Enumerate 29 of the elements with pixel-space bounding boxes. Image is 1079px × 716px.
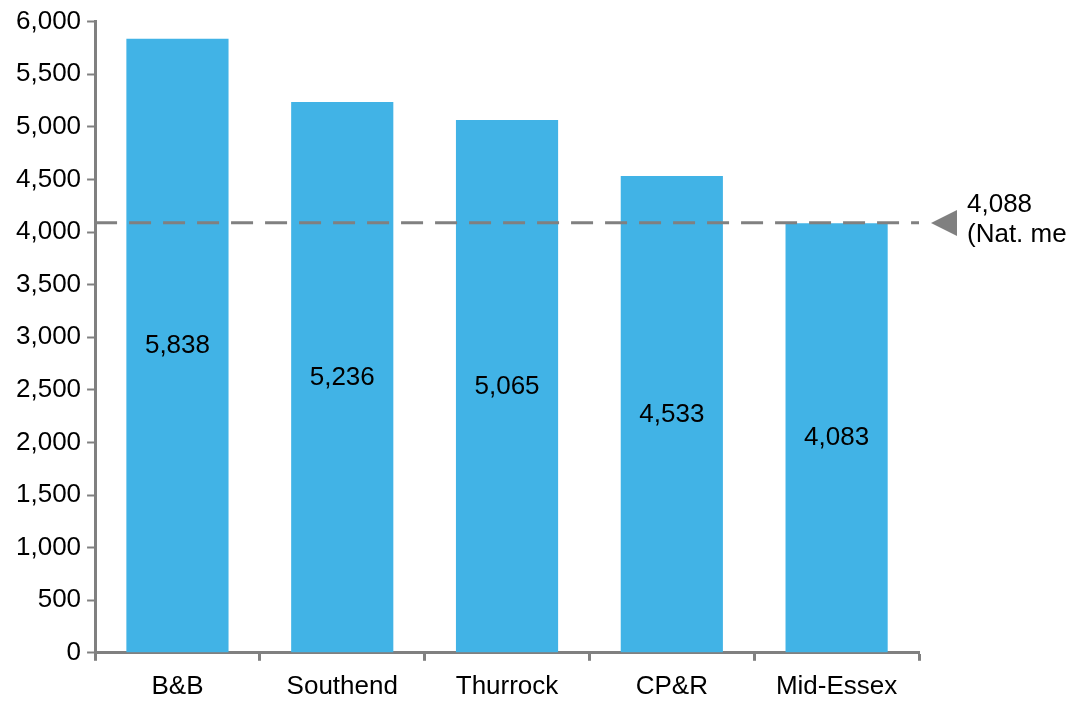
y-tick-label: 500	[37, 583, 82, 614]
y-tick-label: 1,000	[15, 530, 82, 561]
bar	[620, 175, 723, 653]
y-tick-label: 6,000	[15, 4, 82, 35]
x-tick-label: B&B	[151, 669, 204, 700]
x-tick-label: Mid-Essex	[775, 669, 898, 700]
bar	[455, 119, 559, 653]
bar	[785, 223, 888, 653]
bar	[126, 38, 229, 653]
data-label: 4,533	[639, 397, 705, 428]
data-label: 5,236	[309, 360, 375, 391]
bar	[291, 101, 394, 653]
ref-line-label: 4,088 (Nat. me	[967, 187, 1067, 248]
y-tick-label: 0	[66, 635, 82, 666]
y-tick-label: 5,000	[15, 109, 82, 140]
y-tick-label: 2,000	[15, 425, 82, 456]
x-tick-label: Thurrock	[455, 669, 560, 700]
y-tick-label: 4,500	[15, 162, 82, 193]
y-tick-label: 2,500	[15, 372, 82, 403]
data-label: 5,838	[144, 328, 210, 359]
data-label: 5,065	[474, 369, 540, 400]
x-tick-label: Southend	[286, 669, 398, 700]
y-tick-label: 3,500	[15, 267, 82, 298]
y-tick-label: 1,500	[15, 478, 82, 509]
y-tick-label: 5,500	[15, 57, 82, 88]
y-tick-label: 3,000	[15, 320, 82, 351]
x-tick-label: CP&R	[635, 669, 708, 700]
y-tick-label: 4,000	[15, 215, 82, 246]
data-label: 4,083	[804, 421, 870, 452]
